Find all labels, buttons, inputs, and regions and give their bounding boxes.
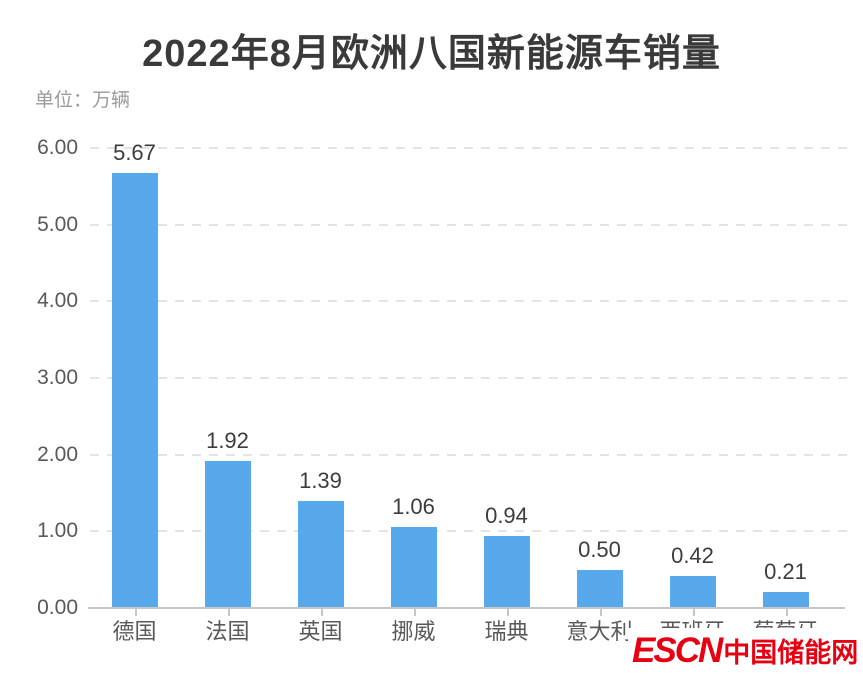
bar-slot: 0.50 意大利 [553, 148, 646, 644]
bar-slot: 1.06 挪威 [367, 148, 460, 644]
watermark: ESCN 中国储能网 [628, 628, 863, 676]
bar-slot: 5.67 德国 [88, 140, 181, 644]
x-axis-tick [785, 609, 788, 616]
value-label: 1.92 [206, 427, 249, 453]
category-label: 德国 [112, 619, 157, 644]
bar [762, 591, 809, 608]
bar [297, 501, 344, 608]
gridline [90, 453, 853, 456]
bar [483, 535, 530, 608]
bar [204, 460, 251, 608]
value-label: 0.94 [485, 502, 528, 528]
bar [390, 526, 437, 608]
category-label: 英国 [298, 619, 343, 644]
value-label: 0.50 [578, 536, 621, 562]
bar [669, 575, 716, 608]
value-label: 0.42 [671, 542, 714, 568]
x-axis-tick [506, 609, 509, 616]
x-axis-tick [692, 609, 695, 616]
value-label: 1.06 [392, 493, 435, 519]
category-label: 意大利 [566, 619, 633, 644]
x-axis-tick [413, 609, 416, 616]
bar-slot: 1.39 英国 [274, 148, 367, 644]
gridline [90, 530, 853, 533]
escn-logo: ESCN [632, 631, 723, 670]
bar-slot: 0.94 瑞典 [460, 148, 553, 644]
bar-slot: 1.92 法国 [181, 148, 274, 644]
bars-container: 5.67 德国 1.92 法国 1.39 英国 1.06 挪威 0.94 瑞典 0.50 意大利 0.4… [88, 140, 832, 644]
value-label: 1.39 [299, 468, 342, 494]
gridline [90, 300, 853, 303]
x-axis-tick [227, 609, 230, 616]
bar-slot: 0.21葡萄牙 [739, 148, 832, 644]
site-name-label: 中国储能网 [723, 638, 859, 668]
category-label: 瑞典 [484, 619, 529, 644]
value-label: 0.21 [764, 558, 807, 584]
y-tick-label: 2.00 [37, 442, 78, 466]
gridline [90, 147, 853, 149]
category-label: 挪威 [391, 619, 436, 644]
x-axis-line [88, 607, 845, 609]
bar [576, 569, 623, 608]
y-tick-label: 1.00 [37, 519, 78, 543]
y-tick-label: 3.00 [37, 366, 78, 389]
y-tick-label: 6.00 [37, 136, 78, 159]
y-tick-label: 5.00 [37, 212, 78, 236]
bar-slot: 0.42西班牙 [646, 148, 739, 644]
unit-label: 单位：万辆 [35, 90, 131, 111]
bar [111, 173, 158, 608]
chart-title: 2022年8月欧洲八国新能源车销量 [142, 33, 721, 75]
value-label: 5.67 [113, 140, 156, 166]
gridline [90, 223, 853, 226]
gridline [90, 377, 853, 379]
plot-area: 0.00 1.00 2.00 3.00 4.00 5.00 6.00 5.67 德国 1.92 法… [37, 136, 853, 644]
category-label: 法国 [205, 619, 250, 644]
x-axis-tick [320, 609, 323, 616]
y-tick-label: 4.00 [37, 289, 78, 313]
x-axis-tick [599, 609, 602, 616]
y-tick-label: 0.00 [37, 596, 78, 619]
x-axis-tick [134, 609, 137, 616]
